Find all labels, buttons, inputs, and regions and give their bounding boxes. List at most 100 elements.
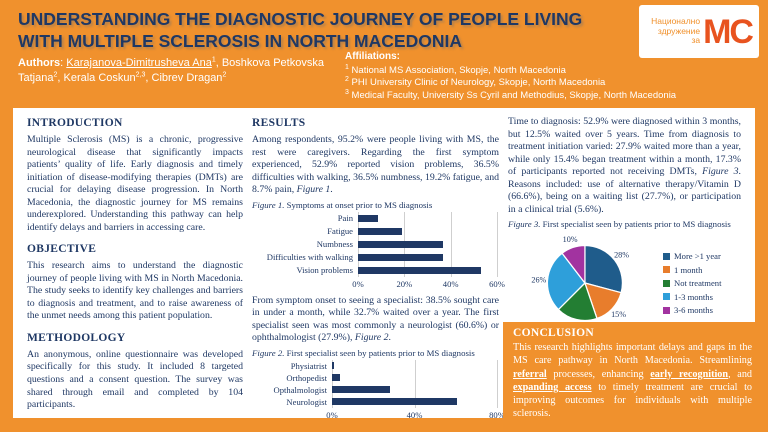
text-segment: to timely treatment are crucial to impro… <box>513 381 752 420</box>
affiliations-list: 1 National MS Association, Skopje, North… <box>345 63 758 103</box>
text-segment: , Kerala Coskun <box>57 72 136 85</box>
text-segment: National MS Association, Skopje, North M… <box>348 64 566 76</box>
legend-label: 3-6 months <box>674 305 713 316</box>
introduction-heading: INTRODUCTION <box>27 117 123 129</box>
text-segment: Authors <box>18 57 61 69</box>
bar-row <box>358 212 497 225</box>
affiliation-item: 1 National MS Association, Skopje, North… <box>345 63 758 78</box>
bar-neurologist <box>332 398 457 406</box>
legend-label: More >1 year <box>674 251 721 262</box>
legend-swatch <box>663 266 670 274</box>
text-segment: Figure 1 <box>296 184 331 196</box>
bar-pain <box>358 214 379 222</box>
results-paragraph-2: From symptom onset to seeing a specialis… <box>252 295 499 345</box>
text-segment: Among respondents, 95.2% were people liv… <box>252 134 499 196</box>
bar-row <box>358 251 497 264</box>
org-logo-text: Национално здружение за <box>651 17 700 45</box>
affiliations-label: Affiliations: <box>345 51 400 62</box>
results-paragraph-3: Time to diagnosis: 52.9% were diagnosed … <box>508 116 741 216</box>
pie-data-label: 15% <box>611 310 626 319</box>
legend-label: 1 month <box>674 264 703 275</box>
bar-physiatrist <box>332 362 335 370</box>
text-segment: First specialist seen by patients prior … <box>284 347 475 358</box>
text-segment: early recognition <box>650 368 729 380</box>
gridline <box>497 359 498 408</box>
bar-row <box>358 264 497 277</box>
objective-text: This research aims to understand the dia… <box>27 260 243 322</box>
legend-swatch <box>663 279 670 287</box>
axis-tick-label: 0% <box>352 278 364 289</box>
results-paragraph-1: Among respondents, 95.2% were people liv… <box>252 134 499 197</box>
conclusion-box: CONCLUSION This research highlights impo… <box>503 322 768 432</box>
figure3-caption: Figure 3. First specialist seen by patie… <box>508 219 741 229</box>
text-segment: This research highlights important delay… <box>513 342 752 367</box>
bar-row <box>332 360 497 372</box>
axis-tick-label: 40% <box>442 278 459 289</box>
text-segment: , Boshkova Petkovska Tatjana <box>18 57 324 85</box>
legend-swatch <box>663 306 670 314</box>
text-segment: 3 <box>345 88 349 96</box>
text-segment: , Cibrev Dragan <box>145 72 223 85</box>
bar-row <box>358 225 497 238</box>
legend-label: Not treatment <box>674 278 722 289</box>
introduction-text: Multiple Sclerosis (MS) is a chronic, pr… <box>27 134 243 233</box>
bar-difficulties-with-walking <box>358 253 443 261</box>
text-segment: . <box>388 332 391 344</box>
text-segment: expanding access <box>513 381 592 393</box>
text-segment: Figure 2 <box>354 332 389 344</box>
axis-tick-label: 20% <box>396 278 413 289</box>
text-segment: . Reasons included: use of alternative t… <box>508 166 741 215</box>
affiliation-item: 3 Medical Faculty, University Ss Cyril a… <box>345 88 758 103</box>
header: UNDERSTANDING THE DIAGNOSTIC JOURNEY OF … <box>0 0 768 108</box>
legend-label: 1-3 months <box>674 291 713 302</box>
text-segment: Karajanova-Dimitrusheva Ana <box>66 57 212 69</box>
bar-fatigue <box>358 227 403 235</box>
pie-data-label: 26% <box>531 276 546 285</box>
bar-numbness <box>358 240 443 248</box>
pie-slice-1-3-months <box>546 252 586 311</box>
category-label: Fatigue <box>327 225 353 236</box>
legend-item: 1-3 months <box>663 292 722 302</box>
bar-vision-problems <box>358 266 481 274</box>
text-segment: Figure 2. <box>252 347 285 358</box>
text-segment: Figure 3 <box>702 166 739 178</box>
content-panel: INTRODUCTION Multiple Sclerosis (MS) is … <box>13 108 755 418</box>
category-label: Pain <box>337 212 353 223</box>
methodology-heading: METHODOLOGY <box>27 331 126 344</box>
pie-svg: 28%15%17%26%10% <box>531 235 629 333</box>
bar-row <box>332 396 497 408</box>
pie-data-label: 10% <box>563 235 578 244</box>
legend-swatch <box>663 293 670 301</box>
bar-orthopedist <box>332 374 340 382</box>
left-column: INTRODUCTION Multiple Sclerosis (MS) is … <box>27 116 243 410</box>
pie-legend: More >1 year 1 month Not treatment 1-3 mont… <box>663 248 722 319</box>
text-segment: From symptom onset to seeing a specialis… <box>252 294 499 344</box>
gridline <box>414 359 416 408</box>
bar-row <box>332 372 497 384</box>
text-segment: PHI University Clinic of Neurology, Skop… <box>348 77 606 89</box>
text-segment: Figure 1. <box>252 199 285 210</box>
gridline <box>332 359 333 408</box>
pie-slice-not-treatment <box>557 282 598 322</box>
category-label: Vision problems <box>296 264 353 275</box>
legend-item: 3-6 months <box>663 305 722 315</box>
text-segment: 2 <box>53 71 58 79</box>
authors-line: Authors: Karajanova-Dimitrusheva Ana1, B… <box>18 56 336 87</box>
axis-tick-label: 80% <box>489 409 505 418</box>
figure1-caption: Figure 1. Symptoms at onset prior to MS … <box>252 200 499 210</box>
category-label: Neurologist <box>286 396 327 407</box>
bar-row <box>358 238 497 251</box>
category-label: Difficulties with walking <box>266 251 353 262</box>
axis-tick-label: 60% <box>489 278 505 289</box>
affiliations-block: Affiliations: 1 National MS Association,… <box>345 50 758 103</box>
category-label: Orthopedist <box>286 372 327 383</box>
conclusion-heading: CONCLUSION <box>513 327 594 339</box>
text-segment: 2,3 <box>135 71 146 79</box>
figure2-bar-chart: Physiatrist Orthopedist Opthalmologist Neur… <box>252 359 505 418</box>
axis-tick-label: 40% <box>406 409 423 418</box>
text-segment: 2 <box>345 76 349 84</box>
text-segment: Time to diagnosis: 52.9% were diagnosed … <box>508 116 741 178</box>
pie-data-label: 28% <box>614 251 629 260</box>
